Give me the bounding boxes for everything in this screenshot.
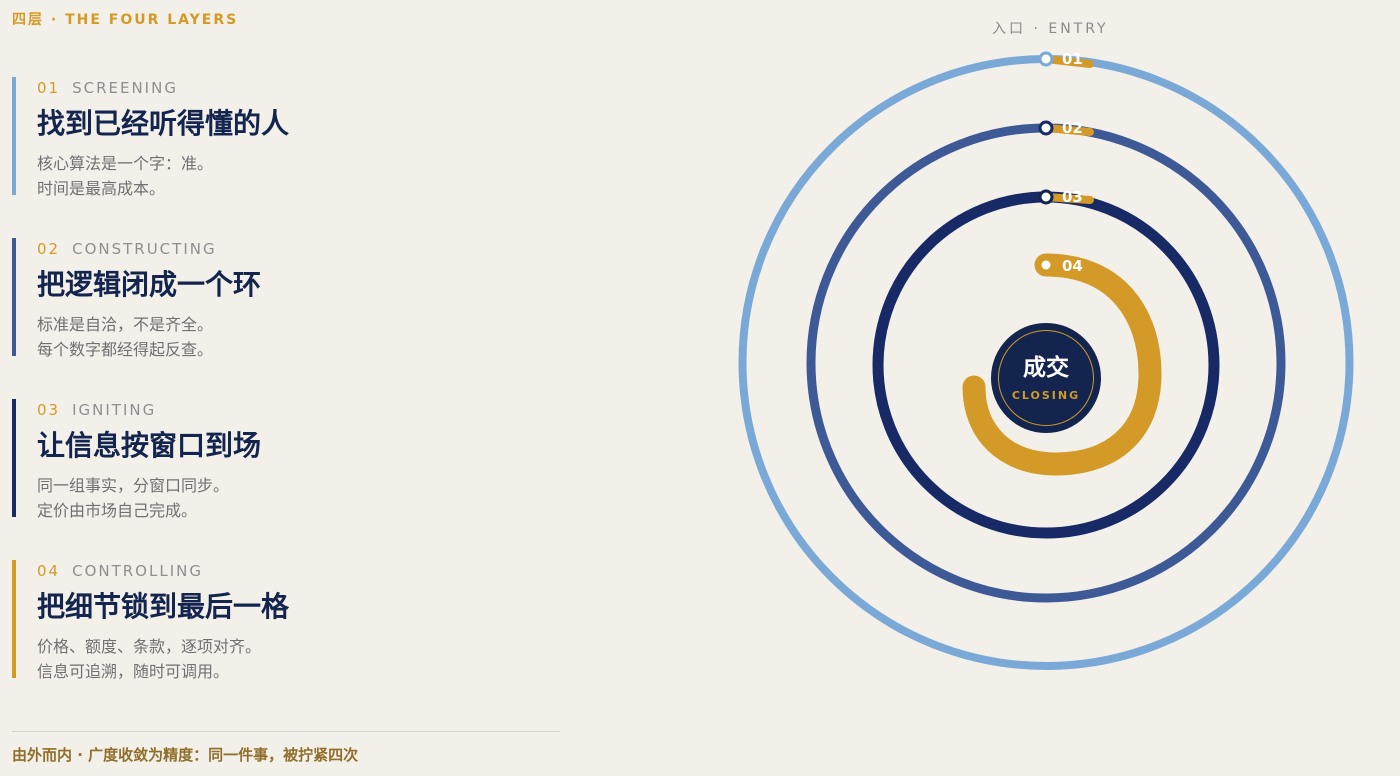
layer-title: 让信息按窗口到场 [37, 429, 262, 462]
ring-marker-label: 03 [1062, 188, 1083, 206]
layer-controlling: 04 CONTROLLING 把细节锁到最后一格 价格、额度、条款，逐项对齐。 信… [12, 560, 532, 681]
layer-english-label: CONSTRUCTING [72, 240, 217, 258]
ring-marker-label: 01 [1062, 50, 1083, 68]
ring-02-path [806, 123, 1286, 603]
layer-title: 把细节锁到最后一格 [37, 590, 290, 623]
layer-accent-bar [12, 560, 16, 678]
layer-description-line: 价格、额度、条款，逐项对齐。 [37, 637, 262, 656]
ring-01-path [738, 55, 1354, 671]
layer-description: 核心算法是一个字：准。 时间是最高成本。 [37, 151, 213, 201]
ring-03-path [872, 191, 1220, 539]
layer-english-label: CONTROLLING [72, 562, 203, 580]
ring-marker-label: 02 [1062, 119, 1083, 137]
layer-description-line: 核心算法是一个字：准。 [37, 154, 214, 173]
ring-marker-icon [1038, 257, 1054, 273]
layer-constructing: 02 CONSTRUCTING 把逻辑闭成一个环 标准是自洽，不是齐全。 每个数字… [12, 238, 532, 359]
layer-number: 03 [37, 401, 61, 419]
layer-meta: 04 CONTROLLING [37, 562, 203, 580]
entry-marker-icon [1038, 51, 1054, 67]
layer-igniting: 03 IGNITING 让信息按窗口到场 同一组事实，分窗口同步。 定价由市场自己… [12, 399, 532, 520]
layer-english-label: SCREENING [72, 79, 178, 97]
layer-screening: 01 SCREENING 找到已经听得懂的人 核心算法是一个字：准。 时间是最高成… [12, 77, 532, 198]
ring-marker-label: 04 [1062, 257, 1083, 275]
page-kicker: 四层 · THE FOUR LAYERS [12, 12, 239, 28]
layer-description-line: 每个数字都经得起反查。 [37, 340, 214, 359]
entry-label: 入口 · ENTRY [992, 21, 1109, 37]
closing-subtitle: CLOSING [1011, 389, 1081, 402]
layer-description-line: 定价由市场自己完成。 [37, 501, 198, 520]
layer-accent-bar [12, 238, 16, 356]
layer-title: 把逻辑闭成一个环 [37, 268, 262, 301]
ring-marker-icon [1038, 189, 1054, 205]
closing-core-inner-ring [998, 330, 1094, 426]
layer-description: 同一组事实，分窗口同步。 定价由市场自己完成。 [37, 473, 229, 523]
layer-title: 找到已经听得懂的人 [37, 107, 290, 140]
four-layer-spiral-diagram: 01 02 03 04 [738, 50, 1354, 671]
layer-accent-bar [12, 77, 16, 195]
layer-description-line: 同一组事实，分窗口同步。 [37, 476, 230, 495]
layer-number: 04 [37, 562, 61, 580]
footer-divider [12, 731, 560, 732]
layer-meta: 02 CONSTRUCTING [37, 240, 217, 258]
layer-list: 01 SCREENING 找到已经听得懂的人 核心算法是一个字：准。 时间是最高成… [0, 0, 560, 776]
layer-number: 02 [37, 240, 61, 258]
closing-title: 成交 [1023, 355, 1069, 381]
layer-description-line: 标准是自洽，不是齐全。 [37, 315, 214, 334]
layer-accent-bar [12, 399, 16, 517]
ring-04-path [962, 253, 1162, 476]
footer-summary: 由外而内 · 广度收敛为精度：同一件事，被拧紧四次 [12, 746, 359, 764]
layer-description-line: 信息可追溯，随时可调用。 [37, 662, 230, 681]
layer-number: 01 [37, 79, 61, 97]
layer-meta: 03 IGNITING [37, 401, 156, 419]
layer-description: 价格、额度、条款，逐项对齐。 信息可追溯，随时可调用。 [37, 634, 261, 684]
ring-marker-icon [1038, 120, 1054, 136]
layer-description: 标准是自洽，不是齐全。 每个数字都经得起反查。 [37, 312, 213, 362]
layer-description-line: 时间是最高成本。 [37, 179, 166, 198]
layer-meta: 01 SCREENING [37, 79, 178, 97]
layer-english-label: IGNITING [72, 401, 157, 419]
